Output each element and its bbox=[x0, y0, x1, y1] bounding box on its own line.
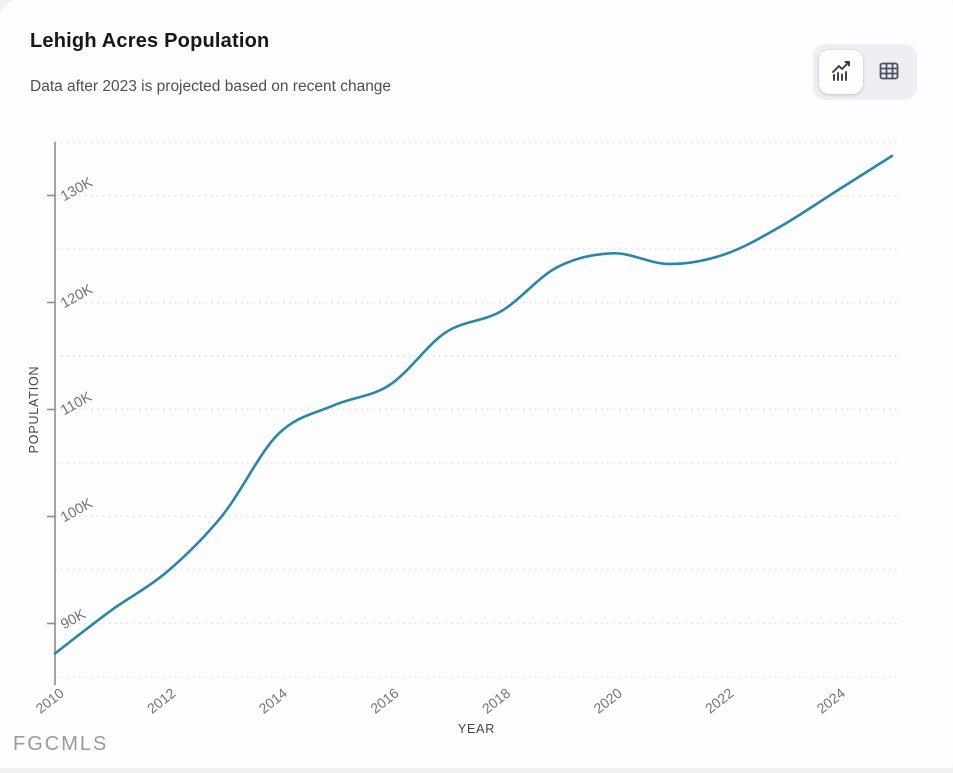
x-tick-label: 2012 bbox=[144, 685, 179, 717]
y-axis-title: POPULATION bbox=[27, 366, 41, 454]
y-tick-label: 130K bbox=[58, 174, 96, 205]
y-tick-label: 110K bbox=[58, 389, 95, 419]
x-tick-label: 2020 bbox=[590, 685, 625, 717]
x-tick-label: 2018 bbox=[479, 685, 514, 717]
page-title: Lehigh Acres Population bbox=[30, 30, 269, 53]
chart-subtitle: Data after 2023 is projected based on re… bbox=[30, 78, 391, 96]
watermark: FGCMLS bbox=[13, 733, 108, 756]
x-axis-title: YEAR bbox=[458, 722, 495, 736]
population-series-line bbox=[55, 156, 892, 654]
y-tick-label: 90K bbox=[58, 606, 89, 633]
x-tick-label: 2010 bbox=[32, 685, 67, 717]
chart-view-button[interactable] bbox=[819, 50, 863, 94]
view-toggle bbox=[813, 44, 917, 100]
y-tick-label: 120K bbox=[58, 281, 96, 312]
x-tick-label: 2022 bbox=[702, 685, 737, 717]
x-tick-label: 2024 bbox=[814, 685, 849, 717]
population-chart: 90K 100K 110K 120K 130K 2010 2012 2014 2016 2018 2… bbox=[0, 120, 953, 768]
x-tick-label: 2016 bbox=[367, 685, 402, 717]
table-icon bbox=[877, 59, 901, 86]
y-tick-label: 100K bbox=[58, 495, 96, 526]
x-tick-label: 2014 bbox=[256, 685, 291, 717]
line-chart-icon bbox=[829, 59, 853, 86]
table-view-button[interactable] bbox=[867, 50, 911, 94]
